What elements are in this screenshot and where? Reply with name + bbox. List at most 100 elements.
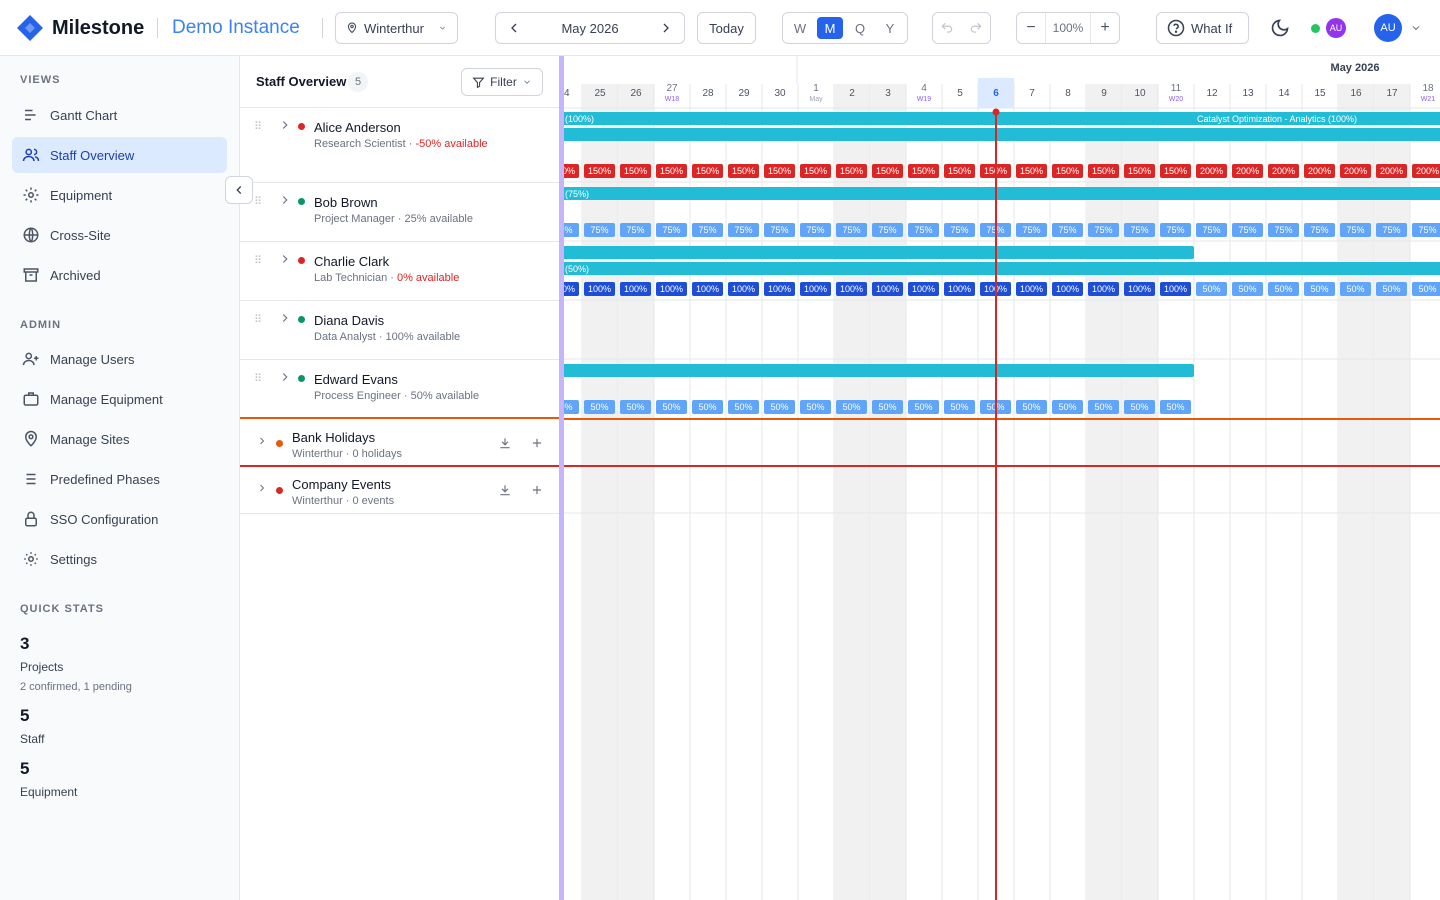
chevron-right-icon[interactable] [278,118,292,132]
prev-month-button[interactable] [506,20,522,36]
download-icon[interactable] [498,483,512,497]
sidebar-item-cross-site[interactable]: Cross-Site [12,217,227,253]
what-if-button[interactable]: What If [1156,12,1249,44]
load-chip [692,223,723,237]
chevron-right-icon[interactable] [256,435,268,447]
view-month-button[interactable]: M [817,17,843,39]
sidebar-item-label: SSO Configuration [50,511,159,527]
day-label: 17 [1386,88,1398,99]
sidebar-item-gantt-chart[interactable]: Gantt Chart [12,97,227,133]
weekend-column [582,84,618,900]
redo-icon[interactable] [969,21,983,35]
calendar-row-bank-holidays[interactable]: Bank Holidays Winterthur · 0 holidays [240,420,560,467]
chevron-right-icon[interactable] [278,311,292,325]
chevron-right-icon[interactable] [256,482,268,494]
site-selector[interactable]: Winterthur [335,12,458,44]
zoom-in-button[interactable]: + [1100,19,1110,36]
chevron-right-icon[interactable] [278,370,292,384]
load-chip-label: 100% [696,284,719,294]
sidebar-item-manage-sites[interactable]: Manage Sites [12,421,227,457]
sidebar-item-predefined-phases[interactable]: Predefined Phases [12,461,227,497]
load-chip [764,223,795,237]
drag-handle-icon[interactable]: ⠿ [254,255,262,267]
load-chip [584,164,615,178]
undo-icon[interactable] [940,21,954,35]
add-icon[interactable] [530,483,544,497]
load-chip [1088,400,1119,414]
staff-row[interactable]: ⠿ Edward Evans Process Engineer · 50% av… [240,360,560,419]
sidebar-item-archived[interactable]: Archived [12,257,227,293]
today-button[interactable]: Today [697,12,756,44]
load-chip-label: 200% [1416,166,1439,176]
map-pin-icon [21,429,41,449]
list-icon [21,469,41,489]
load-chip [1052,223,1083,237]
presence-avatar[interactable]: AU [1326,18,1346,38]
zoom-out-button[interactable]: − [1026,19,1036,36]
download-icon[interactable] [498,436,512,450]
load-chip [1160,400,1191,414]
load-chip-label: 50% [1274,284,1292,294]
month-navigator: May 2026 [495,12,685,44]
load-chip-label: 150% [660,166,683,176]
timeline-resize-handle[interactable] [559,56,564,900]
drag-handle-icon[interactable]: ⠿ [254,314,262,326]
user-menu[interactable]: AU [1374,12,1422,44]
calendar-row-company-events[interactable]: Company Events Winterthur · 0 events [240,467,560,514]
load-chip-label: 150% [696,166,719,176]
zoom-control: − 100% + [1016,12,1120,44]
chevron-right-icon[interactable] [278,252,292,266]
load-chip-label: 100% [1128,284,1151,294]
sidebar-item-staff-overview[interactable]: Staff Overview [12,137,227,173]
staff-availability: 50% available [410,390,480,402]
brand-logo[interactable]: Milestone [16,12,144,44]
view-year-button[interactable]: Y [885,20,895,36]
load-chip [728,400,759,414]
brand-name: Milestone [52,16,145,39]
user-plus-icon [21,349,41,369]
load-chip [1052,282,1083,296]
view-quarter-button[interactable]: Q [854,20,866,36]
divider [322,18,323,38]
load-chip [944,164,975,178]
day-label: 30 [774,88,786,99]
chevron-right-icon[interactable] [278,193,292,207]
load-chip-label: 75% [1166,225,1184,235]
staff-row[interactable]: ⠿ Bob Brown Project Manager · 25% availa… [240,183,560,242]
sidebar-item-manage-equipment[interactable]: Manage Equipment [12,381,227,417]
drag-handle-icon[interactable]: ⠿ [254,121,262,133]
staff-row[interactable]: ⠿ Charlie Clark Lab Technician · 0% avai… [240,242,560,301]
staff-row[interactable]: ⠿ Diana Davis Data Analyst · 100% availa… [240,301,560,360]
load-chip-label: 50% [1022,402,1040,412]
chevron-down-icon [524,80,530,84]
staff-row[interactable]: ⠿ Alice Anderson Research Scientist · -5… [240,108,560,183]
gear-icon [21,185,41,205]
load-chip [728,282,759,296]
view-week-button[interactable]: W [793,20,807,36]
collapse-sidebar-button[interactable] [225,176,253,204]
load-chip [800,400,831,414]
load-chip-label: 200% [1344,166,1367,176]
sidebar-item-label: Predefined Phases [50,471,160,487]
add-icon[interactable] [530,436,544,450]
sidebar-item-manage-users[interactable]: Manage Users [12,341,227,377]
staff-name: Diana Davis [314,313,385,328]
drag-handle-icon[interactable]: ⠿ [254,196,262,208]
day-label: 12 [1206,88,1218,99]
sidebar-item-label: Manage Sites [50,431,130,447]
load-chip-label: 50% [878,402,896,412]
theme-toggle[interactable] [1270,12,1290,44]
filter-button[interactable]: Filter [461,68,543,96]
load-chip-label: 100% [840,284,863,294]
sidebar-item-sso-configuration[interactable]: SSO Configuration [12,501,227,537]
load-chip [908,400,939,414]
load-chip [1232,164,1263,178]
drag-handle-icon[interactable]: ⠿ [254,373,262,385]
load-chip [1340,282,1371,296]
calendar-subtitle: Winterthur · 0 holidays [292,448,403,460]
next-month-button[interactable] [658,20,674,36]
weekend-column [1122,84,1158,900]
sidebar-item-equipment[interactable]: Equipment [12,177,227,213]
sidebar-item-settings[interactable]: Settings [12,541,227,577]
load-chip [1196,223,1227,237]
